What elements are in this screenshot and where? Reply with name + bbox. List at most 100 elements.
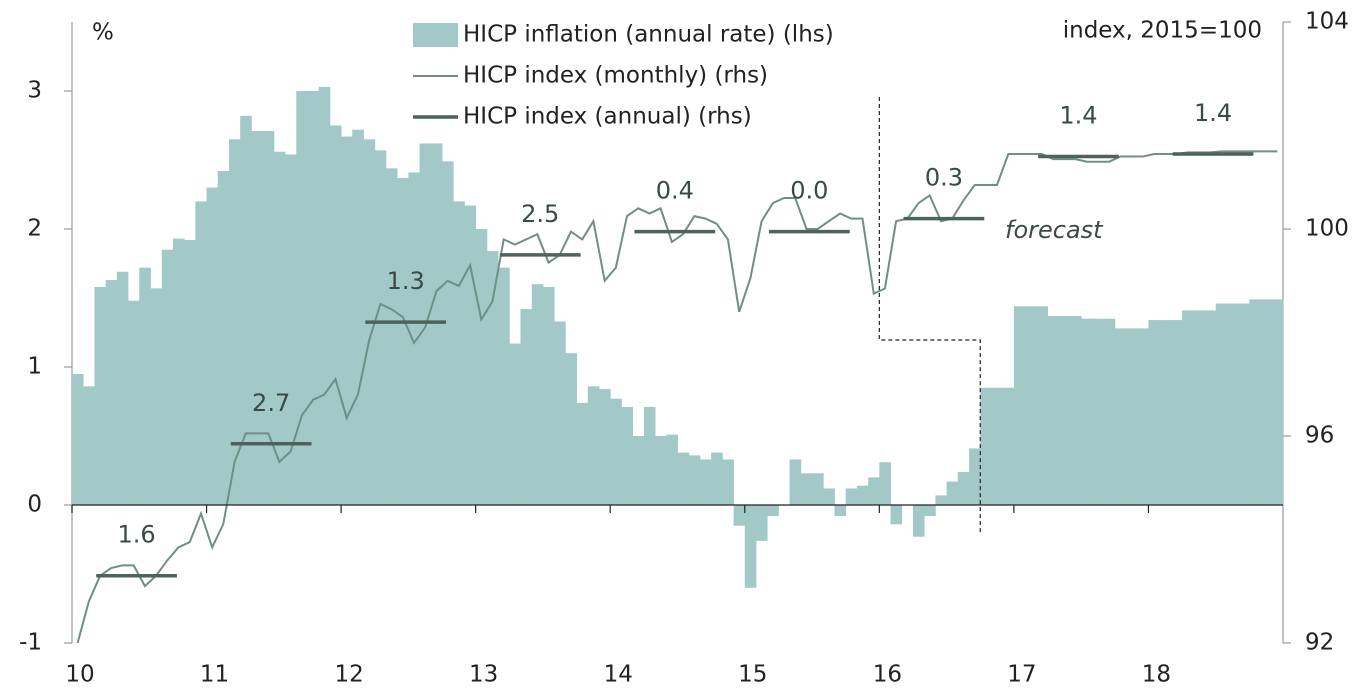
bar	[1215, 303, 1228, 505]
annual-label: 1.3	[387, 267, 425, 295]
bar	[397, 177, 409, 505]
bar	[1271, 299, 1284, 505]
bar	[666, 434, 678, 505]
x-tick-label: 11	[200, 662, 229, 688]
bar	[1159, 320, 1172, 505]
bar	[475, 229, 488, 505]
bar	[576, 402, 589, 505]
bar	[1148, 320, 1161, 505]
bar	[498, 267, 510, 505]
y2-tick-label: 104	[1305, 9, 1349, 35]
bar	[643, 407, 656, 505]
x-tick-label: 14	[604, 662, 633, 688]
bar	[688, 455, 701, 505]
bar	[486, 251, 499, 505]
bar	[352, 129, 364, 505]
annual-label: 2.5	[521, 200, 559, 228]
bar	[341, 136, 353, 506]
bar	[957, 471, 970, 505]
bar	[711, 452, 723, 505]
bar	[755, 505, 768, 541]
annual-label: 1.4	[1059, 102, 1097, 130]
bar	[329, 125, 342, 505]
bar	[1002, 387, 1015, 505]
bar	[1114, 328, 1127, 505]
bar	[72, 373, 84, 505]
bar	[1137, 328, 1149, 505]
legend-label: HICP index (monthly) (rhs)	[463, 63, 768, 89]
bar	[83, 386, 95, 505]
bar	[554, 321, 566, 505]
bar	[621, 407, 634, 505]
bar	[105, 280, 118, 505]
bar	[195, 201, 208, 505]
y2-axis-unit: index, 2015=100	[1063, 18, 1262, 44]
bar	[509, 343, 521, 505]
bar	[879, 462, 891, 505]
bar	[430, 143, 443, 505]
y2-tick-label: 96	[1305, 423, 1334, 449]
bar	[632, 436, 645, 505]
bar	[150, 288, 163, 505]
bar	[531, 284, 544, 505]
bar	[520, 309, 533, 505]
bar	[1081, 318, 1093, 505]
bar	[1047, 315, 1060, 505]
bar	[206, 187, 219, 505]
annual-label: 0.3	[925, 164, 963, 192]
bar	[116, 271, 129, 505]
annual-label: 1.6	[118, 521, 156, 549]
bar	[935, 495, 948, 505]
bar	[296, 91, 308, 505]
y2-tick-label: 92	[1305, 630, 1334, 656]
y-tick-label: -1	[19, 630, 42, 656]
annual-label: 0.0	[790, 177, 828, 205]
bar	[1058, 315, 1071, 505]
bar	[587, 386, 600, 505]
bar	[374, 150, 387, 505]
bar	[800, 473, 813, 505]
bar	[946, 481, 959, 505]
bar	[991, 387, 1004, 505]
bar	[139, 267, 151, 505]
bar	[229, 139, 241, 506]
bar	[217, 171, 230, 506]
bar	[565, 353, 578, 505]
bar	[744, 505, 757, 588]
bar	[655, 436, 667, 505]
annual-label: 1.4	[1194, 99, 1232, 127]
bar	[1170, 320, 1183, 505]
y-tick-label: 1	[27, 354, 42, 380]
x-tick-label: 10	[65, 662, 94, 688]
bar	[834, 505, 847, 517]
bar	[128, 300, 140, 505]
bar	[94, 286, 107, 505]
bar	[733, 505, 746, 526]
bar	[924, 505, 936, 517]
bar	[599, 389, 611, 505]
forecast-boundary	[878, 97, 981, 535]
bar	[1092, 318, 1104, 505]
bar	[969, 448, 981, 505]
bar	[1226, 303, 1239, 505]
bar	[1036, 306, 1048, 505]
bar	[1204, 310, 1217, 505]
x-tick-label: 18	[1142, 662, 1171, 688]
bar	[912, 505, 925, 537]
bar	[1069, 315, 1082, 505]
annual-label: 2.7	[252, 389, 290, 417]
bar	[161, 249, 174, 505]
bar	[285, 154, 297, 506]
bar	[408, 172, 421, 506]
bar	[1013, 306, 1026, 505]
bar	[172, 238, 185, 505]
bar	[273, 151, 286, 505]
bar	[890, 505, 903, 525]
bar	[385, 168, 398, 505]
bar	[789, 459, 802, 505]
annual-label: 0.4	[656, 177, 694, 205]
bar	[1025, 306, 1037, 505]
bar	[677, 452, 690, 505]
bar	[442, 161, 454, 505]
